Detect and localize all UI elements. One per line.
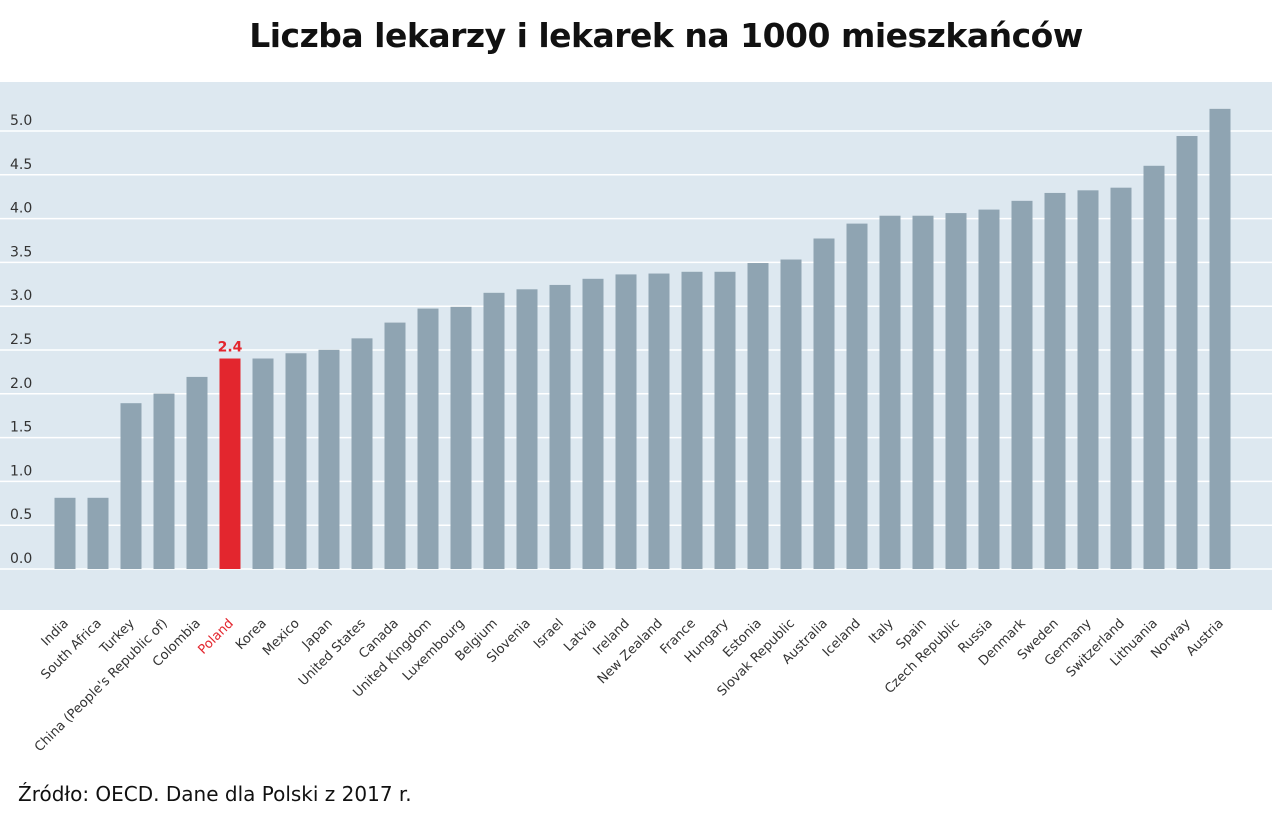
y-tick-label: 2.0 xyxy=(10,376,32,392)
bar-colombia xyxy=(186,376,208,569)
bar-estonia xyxy=(747,263,769,569)
bar-turkey xyxy=(120,403,142,569)
bar-france xyxy=(681,271,703,569)
bar-australia xyxy=(813,238,835,569)
bar-japan xyxy=(318,349,340,569)
bar-italy xyxy=(879,215,901,569)
bar-latvia xyxy=(582,278,604,569)
data-label: 2.4 xyxy=(218,340,243,356)
source-note: Źródło: OECD. Dane dla Polski z 2017 r. xyxy=(18,782,412,806)
bar-belgium xyxy=(483,292,505,569)
y-tick-label: 4.5 xyxy=(10,157,32,173)
bar-india xyxy=(54,497,76,569)
bar-slovak-republic xyxy=(780,259,802,569)
bar-luxembourg xyxy=(450,306,472,569)
y-tick-label: 4.0 xyxy=(10,201,32,217)
bar-germany xyxy=(1077,190,1099,569)
bar-mexico xyxy=(285,353,307,569)
x-tick-label: Israel xyxy=(531,616,567,652)
bar-switzerland xyxy=(1110,187,1132,569)
bar-israel xyxy=(549,284,571,569)
bar-norway xyxy=(1176,136,1198,569)
bar-poland xyxy=(219,358,241,569)
bar-austria xyxy=(1209,108,1231,570)
chart-title: Liczba lekarzy i lekarek na 1000 mieszka… xyxy=(249,16,1083,55)
bar-czech-republic xyxy=(945,213,967,569)
bar-ireland xyxy=(615,274,637,569)
y-tick-label: 1.0 xyxy=(10,463,32,479)
y-tick-label: 3.5 xyxy=(10,244,32,260)
x-tick-label: Austria xyxy=(1184,616,1227,659)
bar-russia xyxy=(978,209,1000,570)
bar-united-states xyxy=(351,338,373,569)
bar-canada xyxy=(384,322,406,569)
y-tick-label: 2.5 xyxy=(10,332,32,348)
bar-united-kingdom xyxy=(417,308,439,569)
y-tick-label: 3.0 xyxy=(10,288,32,304)
x-tick-label: Poland xyxy=(196,616,237,657)
bar-new-zealand xyxy=(648,273,670,569)
y-tick-label: 1.5 xyxy=(10,420,32,436)
bar-slovenia xyxy=(516,289,538,569)
bar-lithuania xyxy=(1143,165,1165,570)
bar-korea xyxy=(252,358,274,569)
bar-iceland xyxy=(846,223,868,569)
bar-south-africa xyxy=(87,497,109,569)
y-tick-label: 0.0 xyxy=(10,551,32,567)
y-tick-label: 5.0 xyxy=(10,113,32,129)
x-tick-label: Mexico xyxy=(260,616,303,659)
y-tick-label: 0.5 xyxy=(10,507,32,523)
bar-china-people-s-republic-of- xyxy=(153,393,175,569)
bar-sweden xyxy=(1044,192,1066,569)
bar-hungary xyxy=(714,271,736,569)
bar-spain xyxy=(912,215,934,569)
bar-denmark xyxy=(1011,200,1033,569)
